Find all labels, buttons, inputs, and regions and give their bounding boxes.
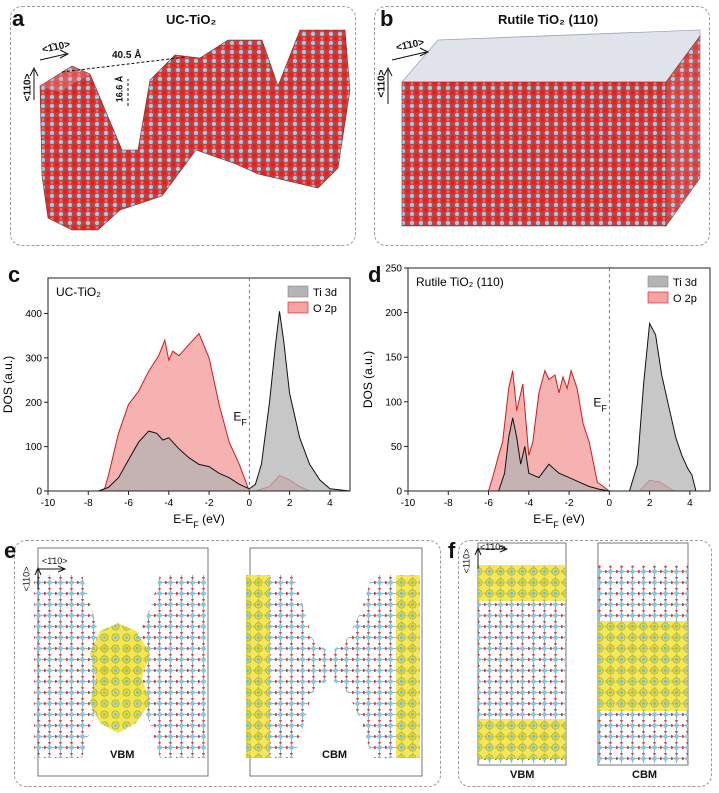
panel-e-frame bbox=[14, 540, 441, 787]
d-ytick-label: 50 bbox=[391, 442, 403, 453]
dos-chart-uc-tio2: EF -10 -8 -6 -4 -2 0 2 4 0 100 200 300 400 E-EF (eV) DO… bbox=[1, 277, 351, 530]
c-legend-swatch-ti3d bbox=[287, 285, 309, 298]
d-series-ti3d bbox=[408, 321, 710, 492]
panel-b-title: Rutile TiO₂ (110) bbox=[498, 12, 599, 27]
panel-a-frame bbox=[10, 6, 356, 246]
d-xtick-label: -2 bbox=[565, 498, 574, 509]
panel-f-cbm-label: CBM bbox=[632, 769, 658, 781]
c-xtick-label: 4 bbox=[327, 498, 333, 509]
c-xlabel: E-EF (eV) bbox=[173, 512, 225, 530]
panel-e-orbital-maps bbox=[34, 547, 423, 777]
c-xtick-label: 0 bbox=[247, 498, 253, 509]
dos-chart-rutile-tio2: EF -10 -8 -6 -4 -2 0 2 4 0 50 100 150 200 250 E-EF (eV)… bbox=[361, 264, 711, 530]
panel-a-letter: a bbox=[12, 6, 25, 31]
d-ytick-label: 100 bbox=[385, 397, 402, 408]
c-fermi-label: EF bbox=[233, 410, 247, 428]
d-legend-swatch-ti3d bbox=[647, 275, 669, 288]
c-ytick-label: 300 bbox=[25, 353, 42, 364]
d-chart-title: Rutile TiO₂ (110) bbox=[416, 275, 504, 289]
d-xtick-label: -10 bbox=[401, 498, 416, 509]
d-ytick-label: 150 bbox=[385, 353, 402, 364]
c-xtick-label: -10 bbox=[41, 498, 56, 509]
d-xlabel: E-EF (eV) bbox=[533, 512, 585, 530]
c-ylabel: DOS (a.u.) bbox=[1, 356, 15, 413]
panel-b-dir-vertical: <110> bbox=[376, 69, 388, 98]
panel-a-dim-width: 40.5 Å bbox=[112, 50, 142, 61]
c-chart-title: UC-TiO₂ bbox=[56, 285, 101, 299]
panel-b-frame bbox=[374, 6, 710, 246]
panel-b-letter: b bbox=[380, 6, 394, 31]
d-xtick-label: 0 bbox=[607, 498, 613, 509]
panel-f-dir-horizontal: <1̄10> bbox=[480, 542, 506, 552]
d-legend-label-o2p: O 2p bbox=[673, 293, 697, 305]
panel-d-letter: d bbox=[368, 262, 382, 287]
panel-f-dir-vertical: <110> bbox=[461, 548, 472, 574]
panel-a-dir-vertical: <110> bbox=[22, 73, 34, 102]
d-xtick-label: -8 bbox=[444, 498, 453, 509]
d-legend-label-ti3d: Ti 3d bbox=[673, 277, 697, 289]
d-plot-frame bbox=[407, 267, 711, 492]
c-xtick-label: 2 bbox=[287, 498, 293, 509]
c-ytick-label: 400 bbox=[25, 309, 42, 320]
d-fermi-label: EF bbox=[593, 395, 607, 413]
panel-a-dim-depth: 16.6 Å bbox=[114, 75, 125, 103]
c-ytick-label: 100 bbox=[25, 442, 42, 453]
panel-e-cbm-label: CBM bbox=[322, 749, 348, 761]
panel-c-letter: c bbox=[8, 262, 21, 287]
c-legend-label-o2p: O 2p bbox=[313, 303, 337, 315]
panel-f-letter: f bbox=[448, 538, 456, 563]
c-plot-frame bbox=[47, 277, 351, 492]
panel-e-vbm-label: VBM bbox=[110, 749, 135, 761]
d-xtick-label: 4 bbox=[687, 498, 693, 509]
d-legend-swatch-o2p bbox=[647, 291, 669, 304]
c-ytick-label: 200 bbox=[25, 398, 42, 409]
c-xtick-label: -6 bbox=[124, 498, 133, 509]
c-ytick-label: 0 bbox=[36, 487, 42, 498]
d-ytick-label: 250 bbox=[385, 264, 402, 275]
c-legend-swatch-o2p bbox=[287, 301, 309, 314]
c-series-ti3d bbox=[48, 311, 351, 492]
c-xtick-label: -4 bbox=[164, 498, 173, 509]
panel-e-dir-horizontal: <1̄10> bbox=[42, 556, 68, 566]
c-legend-label-ti3d: Ti 3d bbox=[313, 287, 337, 299]
panel-f-frame bbox=[458, 540, 712, 787]
d-xtick-label: -4 bbox=[524, 498, 533, 509]
panel-e-letter: e bbox=[4, 538, 17, 563]
panel-a-title: UC-TiO₂ bbox=[166, 12, 217, 27]
d-xtick-label: 2 bbox=[647, 498, 653, 509]
c-xtick-label: -8 bbox=[84, 498, 93, 509]
d-xtick-label: -6 bbox=[484, 498, 493, 509]
c-xtick-label: -2 bbox=[205, 498, 214, 509]
d-ytick-label: 0 bbox=[396, 487, 402, 498]
d-ytick-label: 200 bbox=[385, 308, 402, 319]
panel-f-vbm-label: VBM bbox=[510, 769, 535, 781]
panel-f-orbital-maps bbox=[474, 542, 689, 766]
d-ylabel: DOS (a.u.) bbox=[361, 351, 375, 408]
